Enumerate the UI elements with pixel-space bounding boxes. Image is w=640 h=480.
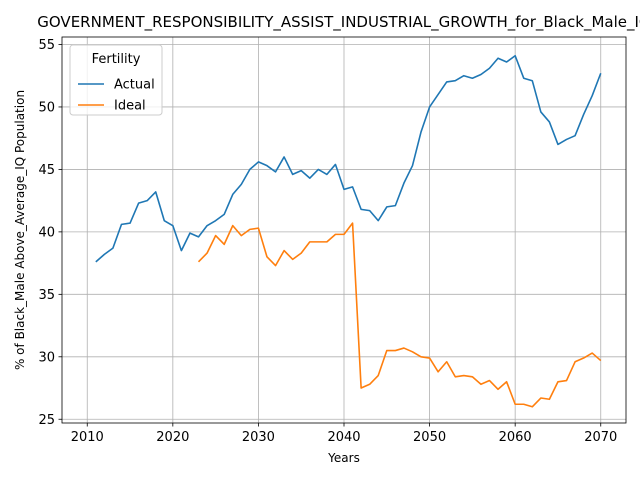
y-tick-label: 50 (38, 100, 55, 115)
x-tick-label: 2070 (584, 430, 617, 445)
x-tick-label: 2020 (156, 430, 189, 445)
series-line-actual (95, 54, 602, 263)
series-line-ideal (197, 222, 602, 408)
x-tick-label: 2030 (242, 430, 275, 445)
x-tick-label: 2010 (71, 430, 104, 445)
y-tick-label: 45 (38, 163, 55, 178)
y-tick-label: 35 (38, 288, 55, 303)
y-tick-label: 25 (38, 413, 55, 428)
y-tick-label: 55 (38, 38, 55, 53)
legend-label-actual: Actual (114, 78, 155, 93)
x-tick-label: 2050 (413, 430, 446, 445)
y-tick-label: 40 (38, 225, 55, 240)
x-tick-label: 2060 (499, 430, 532, 445)
x-axis-title: Years (327, 451, 360, 465)
legend-label-ideal: Ideal (114, 99, 146, 114)
x-tick-label: 2040 (327, 430, 360, 445)
legend: Fertility Actual Ideal (69, 44, 163, 116)
legend-title: Fertility (92, 52, 141, 67)
y-axis-title: % of Black_Male Above_Average_IQ Populat… (13, 90, 27, 370)
series-layer (95, 54, 602, 408)
grid-lines (62, 37, 626, 423)
legend-items: Actual Ideal (78, 78, 155, 114)
axis-ticks: 2010 2020 2030 2040 2050 2060 2070 25 30 35 40 45 50… (38, 38, 617, 445)
legend-box (69, 44, 163, 116)
y-tick-label: 30 (38, 350, 55, 365)
chart-title: GOVERNMENT_RESPONSIBILITY_ASSIST_INDUSTR… (37, 13, 640, 32)
